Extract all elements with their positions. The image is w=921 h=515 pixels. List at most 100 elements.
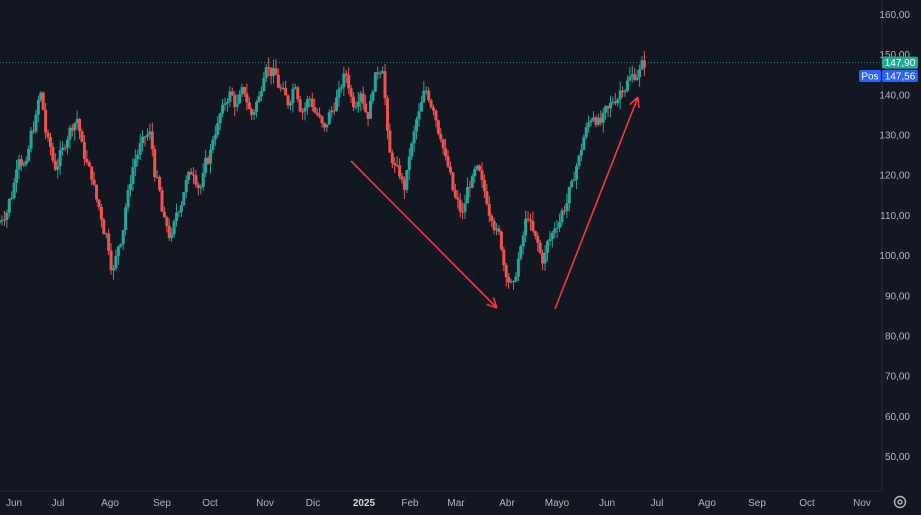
- candle-body: [92, 179, 96, 185]
- candle-body: [73, 123, 77, 131]
- time-tick-label: Jun: [599, 498, 615, 509]
- pos-label-tag: [859, 69, 881, 82]
- candle-body: [315, 112, 319, 115]
- candle-body: [427, 90, 431, 101]
- candle-body: [441, 139, 445, 149]
- candle-body: [528, 219, 532, 221]
- candle-body: [495, 228, 499, 231]
- candle-body: [0, 220, 2, 223]
- candle-body: [281, 87, 285, 89]
- candle-body: [2, 219, 6, 221]
- candle-body: [75, 119, 79, 124]
- candle-body: [439, 133, 443, 140]
- candle-body: [12, 182, 16, 199]
- candle-body: [499, 231, 503, 250]
- candle-body: [264, 67, 268, 78]
- price-tick-label: 60,00: [885, 412, 910, 423]
- candle-body: [97, 199, 101, 208]
- candle-body: [354, 106, 358, 108]
- candle-body: [456, 197, 460, 200]
- candle-body: [238, 94, 242, 104]
- time-tick-label: Mar: [447, 498, 465, 509]
- candle-body: [201, 172, 205, 187]
- candle-body: [436, 120, 440, 134]
- candle-body: [575, 165, 579, 180]
- candle-body: [330, 110, 334, 113]
- candle-body: [194, 175, 198, 185]
- candle-body: [366, 112, 370, 119]
- time-tick-label: Mayo: [545, 498, 570, 509]
- candle-body: [158, 176, 162, 191]
- down-arrow-head: [486, 303, 498, 309]
- candle-body: [221, 104, 225, 114]
- candle-body: [298, 99, 302, 112]
- candle-body: [356, 101, 360, 107]
- candle-body: [446, 156, 450, 167]
- candle-body: [255, 101, 259, 112]
- candle-body: [247, 102, 251, 110]
- candle-body: [216, 123, 220, 135]
- candle-body: [53, 160, 57, 170]
- time-tick-label: Ago: [698, 498, 716, 509]
- candle-body: [68, 127, 72, 140]
- candle-body: [167, 225, 171, 238]
- candle-body: [107, 233, 111, 251]
- candle-body: [339, 87, 343, 89]
- price-tags: 147,90 Pos 147,56: [859, 56, 918, 82]
- candle-body: [521, 235, 525, 247]
- candle-body: [444, 148, 448, 157]
- candle-body: [579, 149, 583, 156]
- time-tick-label: 2025: [353, 498, 376, 509]
- candle-body: [70, 127, 74, 131]
- candle-body: [335, 97, 339, 111]
- candle-body: [541, 252, 545, 264]
- price-tick-label: 50,00: [885, 452, 910, 463]
- candle-body: [550, 232, 554, 239]
- candle-body: [233, 95, 237, 107]
- candle-body: [7, 198, 11, 213]
- candle-body: [19, 159, 23, 166]
- candle-body: [61, 147, 65, 151]
- candle-body: [359, 93, 363, 102]
- candle-body: [385, 98, 389, 131]
- candle-body: [378, 73, 382, 75]
- gear-icon[interactable]: [892, 494, 908, 510]
- candle-body: [642, 60, 646, 68]
- price-tick-label: 130,00: [879, 131, 910, 142]
- candle-body: [128, 184, 132, 190]
- up-arrow-shaft: [554, 96, 639, 310]
- time-tick-label: Sep: [748, 498, 766, 509]
- candle-body: [5, 212, 9, 220]
- candle-body: [184, 179, 188, 193]
- candle-body: [453, 190, 457, 198]
- candle-body: [390, 152, 394, 164]
- candle-body: [565, 203, 569, 211]
- candle-body: [461, 211, 465, 213]
- candle-body: [570, 181, 574, 188]
- candle-body: [114, 255, 118, 269]
- candle-body: [124, 207, 128, 230]
- candle-body: [577, 155, 581, 166]
- last-price-tag: [882, 56, 918, 69]
- candle-body: [230, 91, 234, 96]
- candle-body: [417, 111, 421, 120]
- candle-body: [429, 100, 433, 108]
- candle-body: [361, 93, 365, 104]
- candle-body: [376, 72, 380, 74]
- time-tick-label: Sep: [153, 498, 171, 509]
- candle-body: [448, 166, 452, 173]
- candle-body: [432, 107, 436, 111]
- candle-body: [519, 246, 523, 259]
- candle-body: [90, 166, 94, 180]
- candle-body: [179, 205, 183, 212]
- last-price-tag-value: 147,90: [885, 58, 916, 69]
- candle-body: [480, 170, 484, 180]
- candle-body: [175, 212, 179, 222]
- candle-body: [153, 149, 157, 178]
- candle-body: [240, 87, 244, 95]
- candle-body: [638, 69, 642, 78]
- candle-body: [364, 103, 368, 113]
- candle-body: [109, 250, 113, 271]
